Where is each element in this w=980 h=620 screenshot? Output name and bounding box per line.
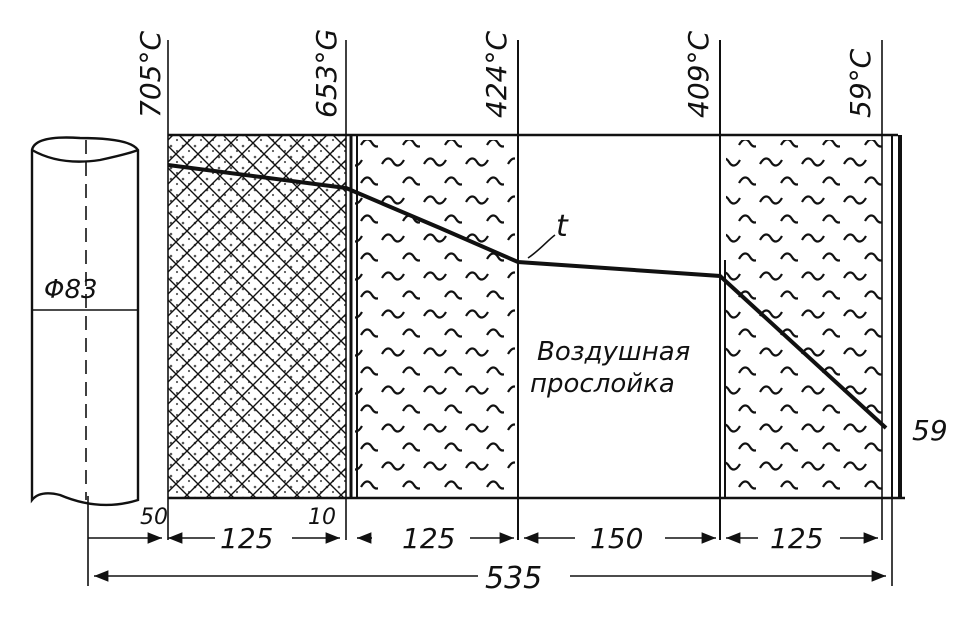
- dim-layer1-label: 125: [220, 522, 273, 555]
- end-temperature-label: 59: [912, 414, 948, 447]
- layer-1-dots: [168, 135, 346, 498]
- air-gap-label-line2: прослойка: [530, 369, 675, 399]
- dimension-lines: [87, 496, 893, 586]
- dim-total-label: 535: [485, 561, 542, 596]
- temp-label-424: 424°C: [480, 31, 513, 118]
- pipe: Φ83: [30, 136, 140, 507]
- dim-thin-label: 10: [308, 505, 336, 530]
- temperature-curve: [167, 163, 888, 430]
- curve-leader-line: [527, 234, 556, 259]
- temp-label-59: 59°C: [844, 48, 877, 118]
- dim-air-label: 150: [590, 522, 643, 555]
- temp-label-705: 705°C: [134, 31, 167, 118]
- air-gap-label-line1: Воздушная: [537, 337, 690, 367]
- dim-gap-label: 50: [140, 505, 168, 530]
- dim-layer4-label: 125: [770, 522, 823, 555]
- pipe-diameter-label: Φ83: [44, 275, 98, 305]
- layer-4-waves: [726, 140, 884, 495]
- temp-label-653: 653°G: [310, 29, 343, 118]
- dim-layer2-label: 125: [402, 522, 455, 555]
- layer-boundaries: [167, 40, 905, 540]
- temp-label-409: 409°C: [682, 31, 715, 118]
- layer-2-waves: [355, 140, 515, 495]
- curve-label: t: [556, 209, 569, 244]
